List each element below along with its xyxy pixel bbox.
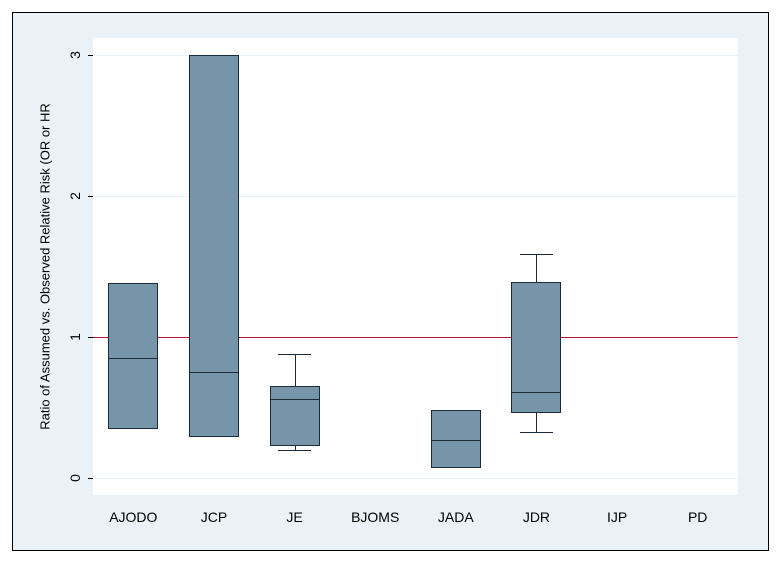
box <box>270 386 320 445</box>
median-line <box>189 372 239 373</box>
x-tick-label: PD <box>688 509 707 525</box>
y-tick-label: 1 <box>67 329 83 345</box>
x-tick-label: JE <box>286 509 302 525</box>
whisker-cap <box>520 432 552 433</box>
whisker-cap <box>278 450 310 451</box>
whisker-line <box>295 354 296 386</box>
x-tick-label: IJP <box>607 509 627 525</box>
whisker-line <box>536 254 537 282</box>
median-line <box>431 440 481 441</box>
whisker-line <box>536 413 537 431</box>
median-line <box>511 392 561 393</box>
median-line <box>270 399 320 400</box>
y-axis-label: Ratio of Assumed vs. Observed Relative R… <box>38 66 53 466</box>
x-tick-label: BJOMS <box>351 509 399 525</box>
y-tick-mark <box>88 196 93 197</box>
x-tick-label: AJODO <box>109 509 157 525</box>
x-tick-label: JCP <box>201 509 227 525</box>
whisker-cap <box>278 354 310 355</box>
y-tick-mark <box>88 337 93 338</box>
figure-container: 0 1 2 3 AJODO JCP JE BJOMS JADA JDR IJP PD Ratio o… <box>0 0 781 563</box>
y-tick-mark <box>88 478 93 479</box>
y-tick-label: 3 <box>67 47 83 63</box>
x-tick-label: JADA <box>438 509 474 525</box>
box <box>511 282 561 413</box>
gridline <box>93 478 738 480</box>
whisker-cap <box>520 254 552 255</box>
x-tick-label: JDR <box>523 509 550 525</box>
median-line <box>108 358 158 359</box>
box <box>108 283 158 428</box>
y-tick-label: 2 <box>67 188 83 204</box>
outer-frame: 0 1 2 3 AJODO JCP JE BJOMS JADA JDR IJP PD Ratio o… <box>12 12 769 551</box>
y-tick-mark <box>88 55 93 56</box>
plot-area <box>93 38 738 495</box>
y-tick-label: 0 <box>67 470 83 486</box>
box <box>189 55 239 437</box>
